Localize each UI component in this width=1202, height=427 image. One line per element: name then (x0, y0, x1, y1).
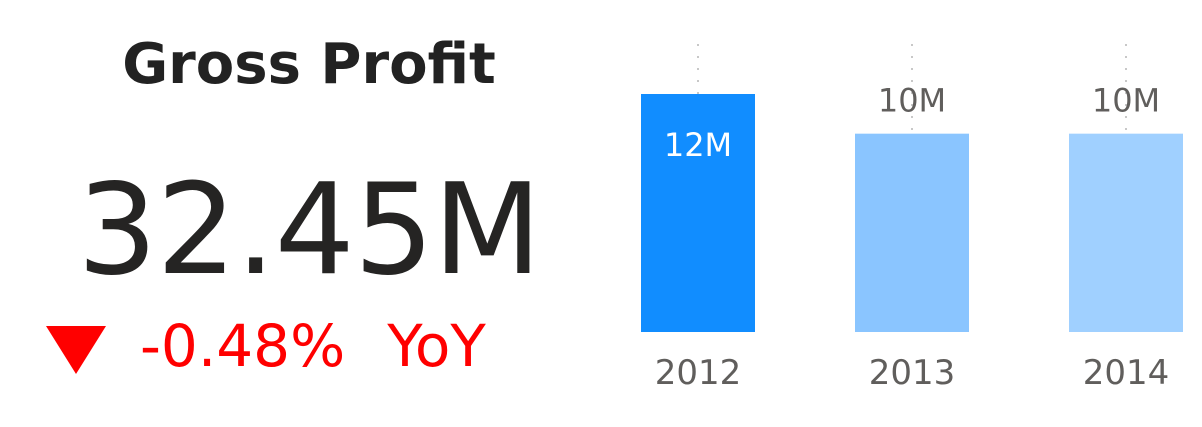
x-tick-label: 2013 (869, 353, 956, 393)
kpi-value: 32.45M (77, 156, 541, 303)
down-triangle-icon (46, 326, 106, 374)
x-tick-label: 2014 (1083, 353, 1170, 393)
bar-chart: 12M 2012 10M 2013 10M 2014 (641, 44, 1183, 393)
data-label: 10M (878, 82, 946, 120)
kpi-change-label: YoY (387, 312, 486, 380)
kpi-change-percent: -0.48% (140, 312, 346, 380)
kpi-title: Gross Profit (122, 32, 496, 97)
x-tick-label: 2012 (655, 353, 742, 393)
kpi-delta: -0.48% YoY (46, 306, 486, 386)
data-label: 10M (1092, 82, 1160, 120)
bar-2012[interactable] (641, 94, 755, 332)
data-label: 12M (664, 126, 732, 164)
bar-2014[interactable] (1069, 133, 1183, 332)
bar-2013[interactable] (855, 133, 969, 332)
